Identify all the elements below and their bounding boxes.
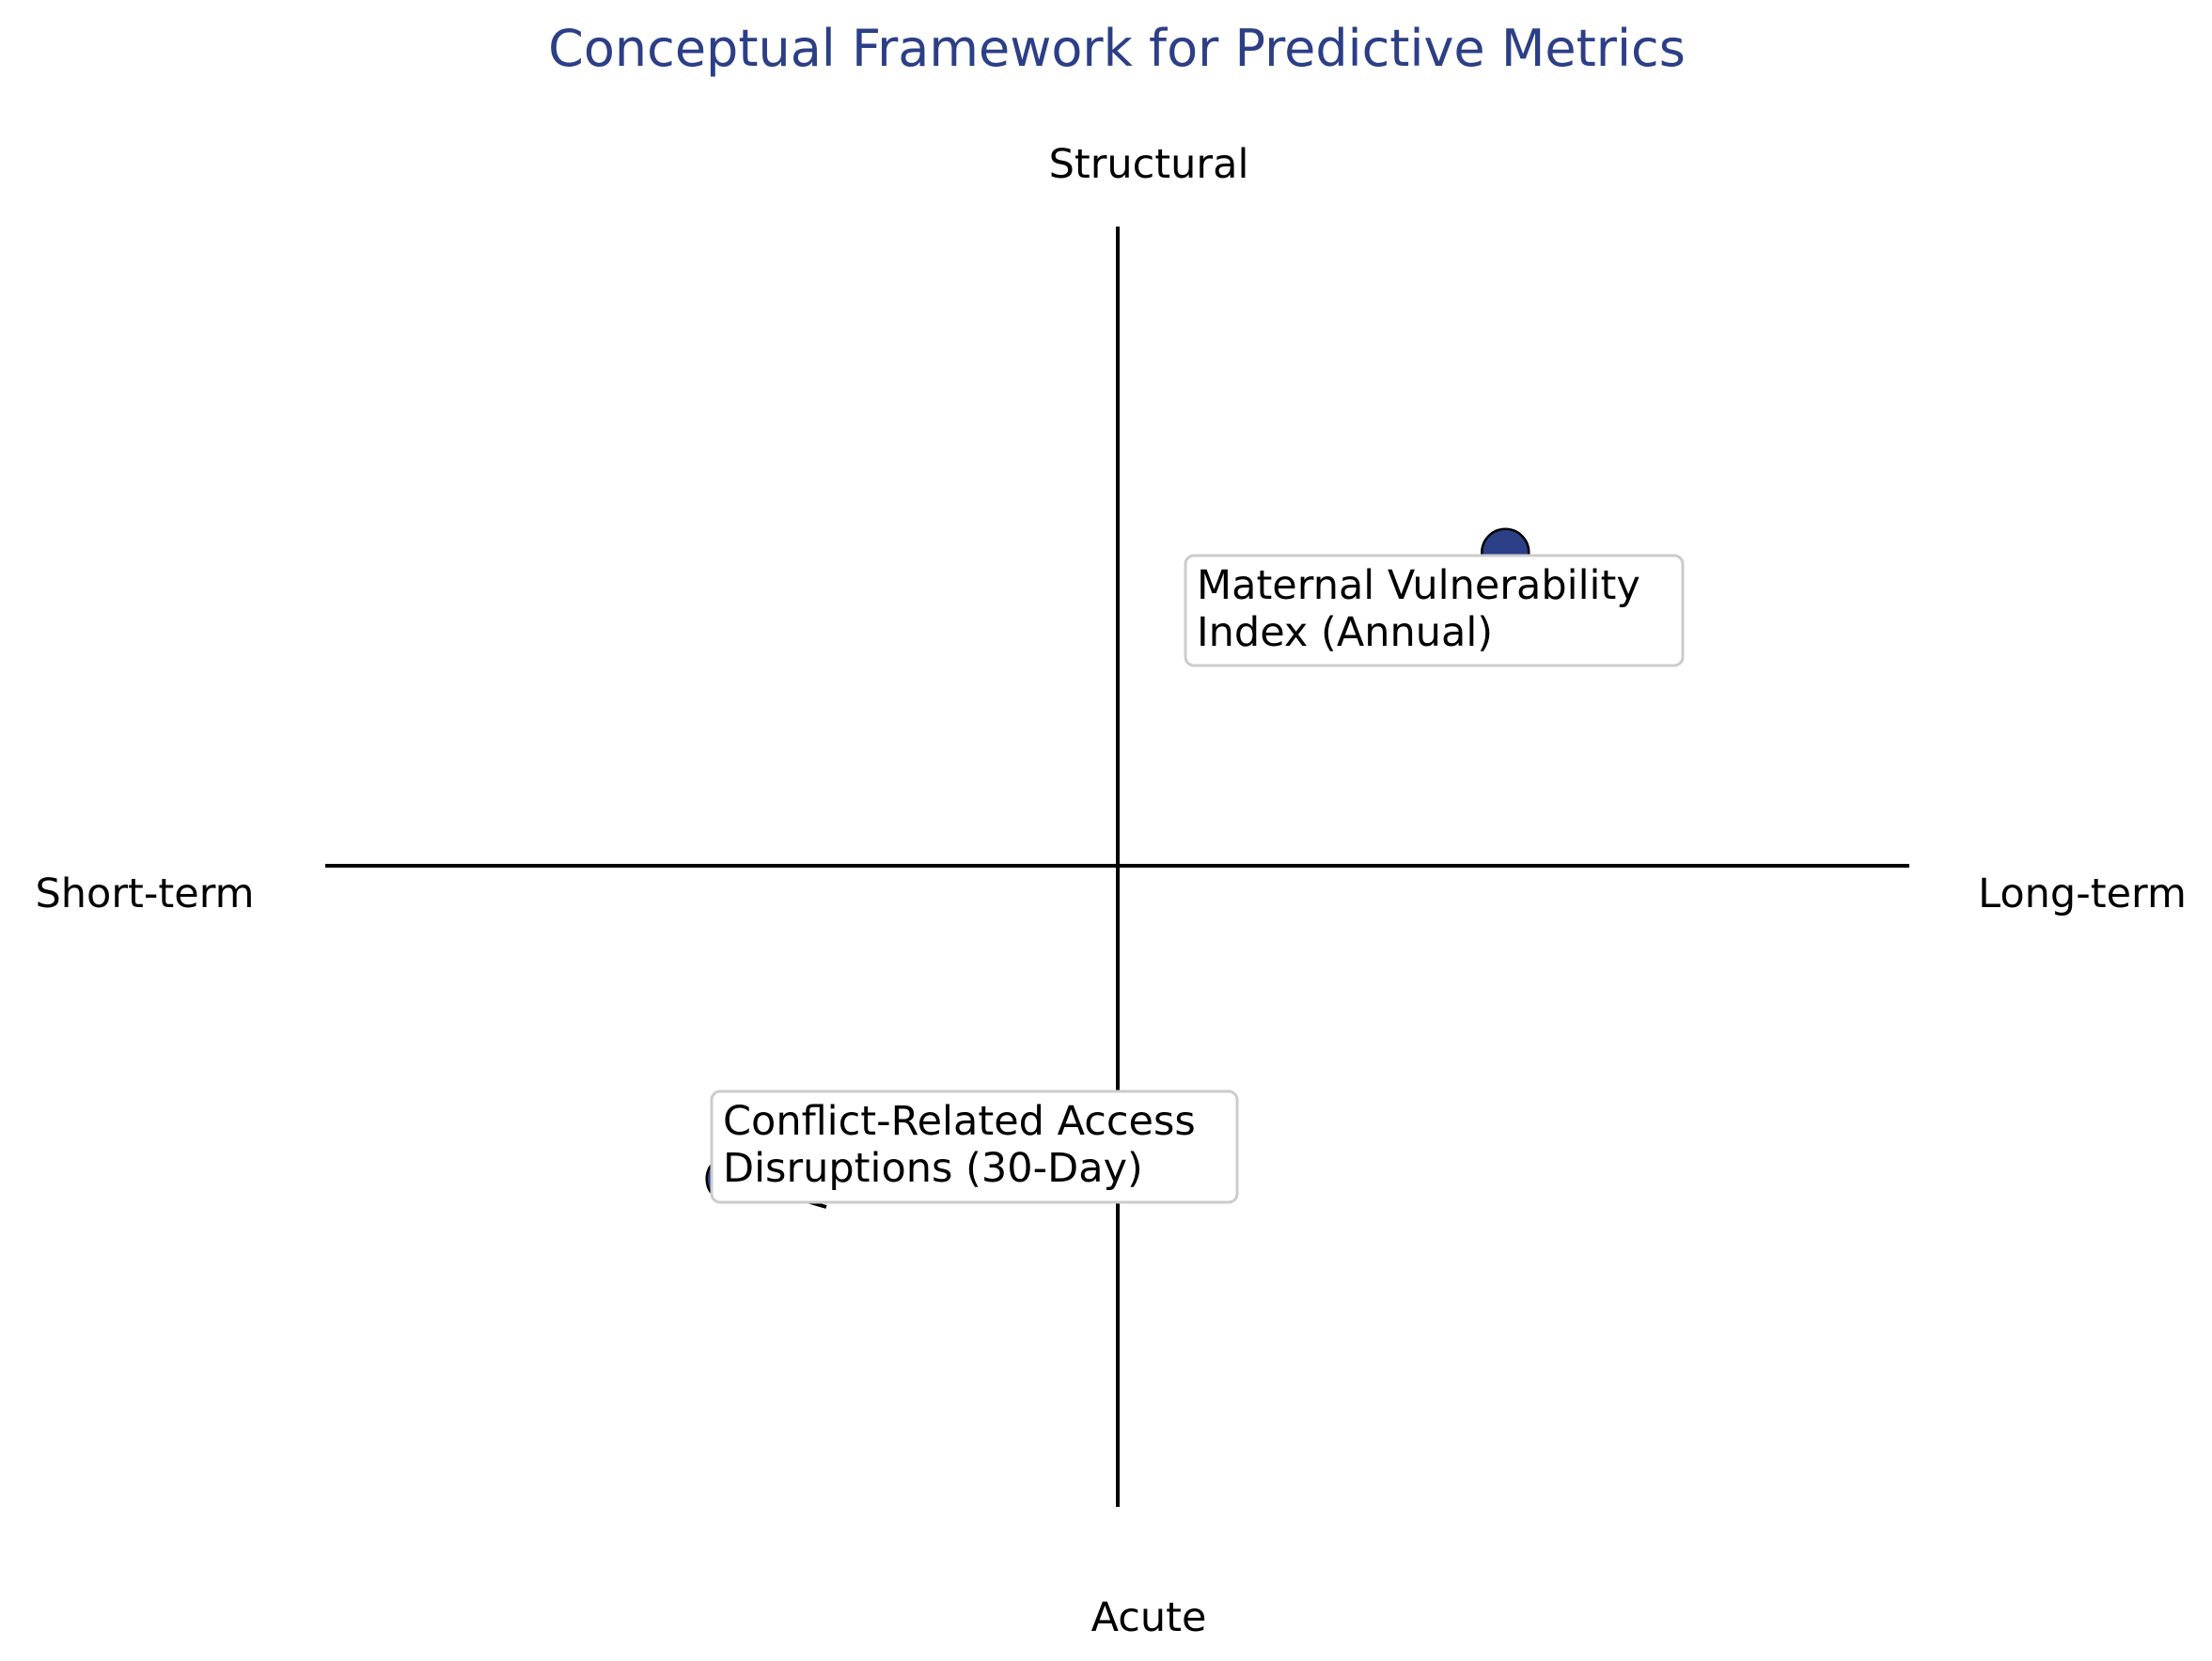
callout-box: [1184, 554, 1685, 667]
callout-box: [710, 1089, 1239, 1204]
axis-label-structural: Structural: [1049, 141, 1249, 188]
axis-label-acute: Acute: [1091, 1594, 1207, 1641]
callout-label: Conflict-Related Access Disruptions (30-D…: [723, 1098, 1196, 1192]
callout-label-line: Disruptions (30-Day): [723, 1145, 1143, 1192]
chart-title: Conceptual Framework for Predictive Metr…: [548, 19, 1686, 78]
callout-label: Maternal Vulnerability Index (Annual): [1197, 562, 1640, 656]
callout-label-line: Index (Annual): [1197, 609, 1493, 656]
callout-label-line: Maternal Vulnerability: [1197, 562, 1640, 609]
data-points: Maternal Vulnerability Index (Annual) Conf…: [705, 527, 1685, 1209]
callout-label-line: Conflict-Related Access: [723, 1098, 1196, 1145]
axis-label-long-term: Long-term: [1978, 870, 2187, 917]
axis-label-short-term: Short-term: [35, 870, 254, 917]
